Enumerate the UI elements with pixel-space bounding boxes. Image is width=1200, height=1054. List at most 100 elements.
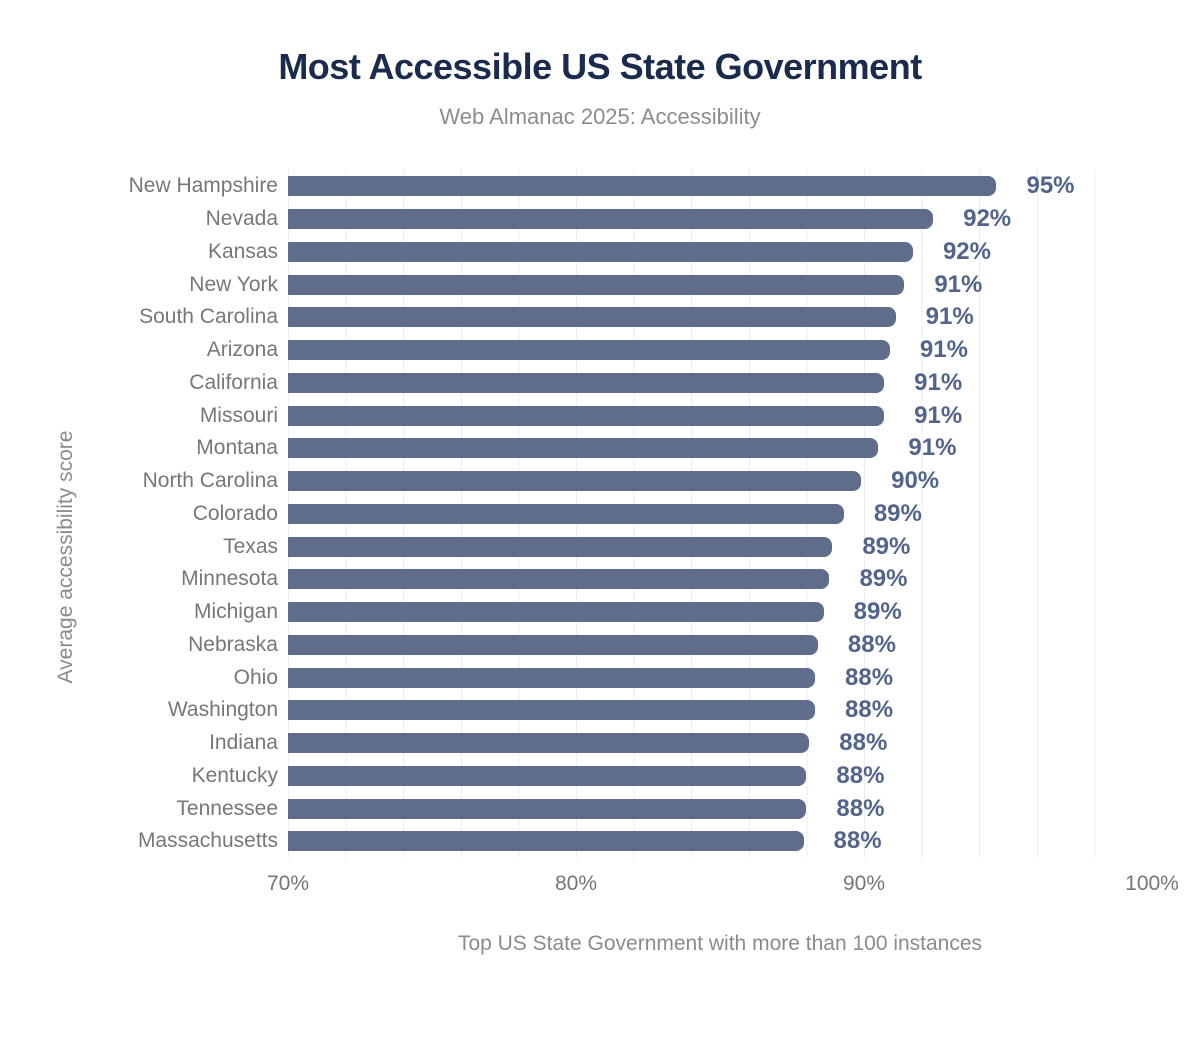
value-label: 88%	[833, 827, 882, 855]
bar	[288, 634, 818, 655]
chart-title: Most Accessible US State Government	[278, 46, 922, 87]
bar-track: 88%	[288, 631, 1152, 658]
bar-track: 92%	[288, 205, 1152, 232]
bar-track: 90%	[288, 467, 1152, 494]
value-label: 95%	[1026, 172, 1075, 200]
value-label: 91%	[908, 434, 957, 462]
category-label: Michigan	[193, 600, 278, 624]
bar-track: 88%	[288, 696, 1152, 723]
category-label: Kentucky	[191, 763, 278, 787]
bar	[288, 602, 824, 623]
category-label: Tennessee	[176, 796, 278, 820]
bar-row-texas: Texas 89%	[0, 530, 1200, 563]
bar-track: 88%	[288, 729, 1152, 756]
bar	[288, 503, 844, 524]
value-label: 92%	[963, 205, 1012, 233]
bar	[288, 569, 830, 590]
bar-track: 89%	[288, 533, 1152, 560]
category-label: Ohio	[233, 665, 278, 689]
bar	[288, 209, 934, 230]
bar-row-california: California 91%	[0, 367, 1200, 400]
value-label: 91%	[934, 270, 983, 298]
bar-row-new-hampshire: New Hampshire 95%	[0, 170, 1200, 203]
category-label: Washington	[167, 698, 278, 722]
chart-page: Most Accessible US State Government Web …	[0, 46, 1200, 1054]
bar	[288, 176, 997, 197]
category-label: North Carolina	[142, 469, 278, 493]
x-tick-80: 80%	[554, 872, 597, 895]
bar-track: 92%	[288, 238, 1152, 265]
bar-row-washington: Washington 88%	[0, 694, 1200, 727]
bar-row-nevada: Nevada 92%	[0, 203, 1200, 236]
bar	[288, 536, 833, 557]
bar	[288, 438, 879, 459]
value-label: 91%	[925, 303, 974, 331]
bar-track: 91%	[288, 336, 1152, 363]
value-label: 91%	[914, 368, 963, 396]
value-label: 88%	[836, 794, 885, 822]
bar-track: 91%	[288, 369, 1152, 396]
bar-row-tennessee: Tennessee 88%	[0, 792, 1200, 825]
value-label: 90%	[891, 467, 940, 495]
value-label: 89%	[862, 532, 911, 560]
bar-track: 91%	[288, 434, 1152, 461]
value-label: 88%	[845, 696, 894, 724]
bar	[288, 765, 807, 786]
bar-row-indiana: Indiana 88%	[0, 727, 1200, 760]
category-label: Colorado	[192, 501, 278, 525]
x-axis-caption: Top US State Government with more than 1…	[457, 932, 983, 955]
bar-track: 88%	[288, 664, 1152, 691]
bar-track: 88%	[288, 795, 1152, 822]
category-label: Montana	[196, 436, 278, 460]
bar-row-colorado: Colorado 89%	[0, 498, 1200, 531]
bar-row-kansas: Kansas 92%	[0, 236, 1200, 269]
bar-row-kentucky: Kentucky 88%	[0, 760, 1200, 793]
bar-track: 89%	[288, 598, 1152, 625]
category-label: Minnesota	[181, 567, 278, 591]
category-label: Nebraska	[188, 632, 278, 656]
bar-row-new-york: New York 91%	[0, 268, 1200, 301]
bar	[288, 405, 885, 426]
bar-row-montana: Montana 91%	[0, 432, 1200, 465]
value-label: 88%	[847, 630, 896, 658]
bar-rows: New Hampshire 95% Nevada 92% Kansas 92% …	[0, 170, 1200, 858]
category-label: Massachusetts	[137, 829, 278, 853]
category-label: Texas	[223, 534, 278, 558]
bar	[288, 307, 896, 328]
bar	[288, 340, 890, 361]
category-label: Arizona	[206, 338, 278, 362]
value-label: 91%	[914, 401, 963, 429]
value-label: 89%	[873, 499, 922, 527]
bar	[288, 471, 862, 492]
bar	[288, 798, 807, 819]
category-label: Kansas	[207, 239, 278, 263]
value-label: 92%	[942, 237, 991, 265]
bar-row-ohio: Ohio 88%	[0, 661, 1200, 694]
bar	[288, 700, 816, 721]
bar-row-minnesota: Minnesota 89%	[0, 563, 1200, 596]
category-label: California	[189, 370, 278, 394]
bar	[288, 241, 913, 262]
bar-row-missouri: Missouri 91%	[0, 399, 1200, 432]
category-label: Indiana	[209, 731, 278, 755]
bar-track: 95%	[288, 172, 1152, 199]
bar	[288, 274, 905, 295]
bar-track: 91%	[288, 271, 1152, 298]
x-tick-70: 70%	[266, 872, 310, 895]
bar	[288, 831, 804, 852]
plot-area: New Hampshire 95% Nevada 92% Kansas 92% …	[0, 170, 1200, 858]
value-label: 88%	[845, 663, 894, 691]
bar-track: 91%	[288, 303, 1152, 330]
category-label: New Hampshire	[128, 174, 278, 198]
value-label: 91%	[919, 336, 968, 364]
bar-track: 89%	[288, 565, 1152, 592]
bar-row-massachusetts: Massachusetts 88%	[0, 825, 1200, 858]
category-label: Nevada	[205, 207, 278, 231]
bar	[288, 667, 816, 688]
bar	[288, 733, 810, 754]
bar-row-north-carolina: North Carolina 90%	[0, 465, 1200, 498]
bar-row-nebraska: Nebraska 88%	[0, 629, 1200, 662]
bar-row-arizona: Arizona 91%	[0, 334, 1200, 367]
value-label: 88%	[839, 729, 888, 757]
category-label: Missouri	[199, 403, 278, 427]
